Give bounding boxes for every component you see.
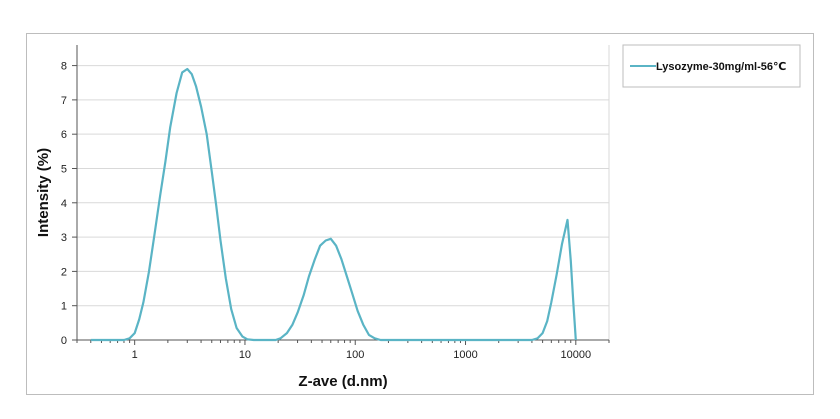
y-axis-title: Intensity (%) xyxy=(35,148,52,237)
x-tick-label: 1000 xyxy=(453,349,477,361)
axis-ticks: 0 1 2 3 4 5 6 7 8 1 10 100 1000 10000 xyxy=(61,61,610,361)
y-tick-label: 0 xyxy=(61,335,67,347)
legend: Lysozyme-30mg/ml-56℃ xyxy=(622,44,801,88)
legend-label: Lysozyme-30mg/ml-56℃ xyxy=(656,61,786,73)
y-tick-label: 4 xyxy=(61,198,67,210)
x-tick-label: 1 xyxy=(132,349,138,361)
y-tick-label: 1 xyxy=(61,301,67,313)
y-tick-label: 7 xyxy=(61,95,67,107)
gridlines xyxy=(77,45,610,340)
y-tick-label: 3 xyxy=(61,232,67,244)
y-tick-label: 6 xyxy=(61,129,67,141)
y-tick-label: 5 xyxy=(61,163,67,175)
x-tick-label: 10000 xyxy=(561,349,592,361)
series-layer xyxy=(90,67,577,342)
y-tick-label: 2 xyxy=(61,266,67,278)
x-tick-label: 10 xyxy=(239,349,251,361)
x-axis-title: Z-ave (d.nm) xyxy=(298,373,387,390)
series-line xyxy=(90,67,577,342)
x-tick-label: 100 xyxy=(346,349,364,361)
y-tick-label: 8 xyxy=(61,61,67,73)
